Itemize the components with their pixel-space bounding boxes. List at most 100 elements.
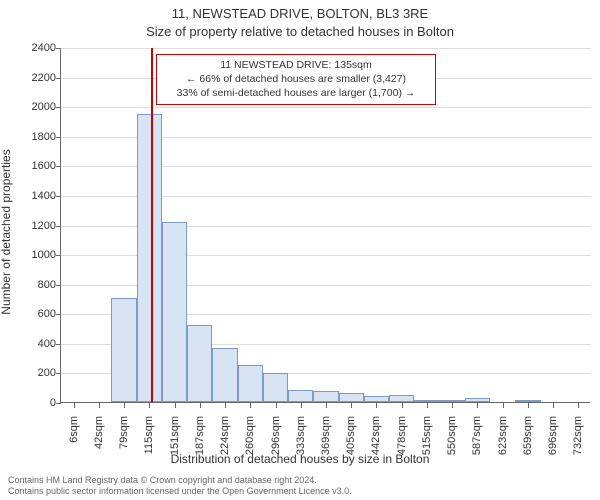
title-address: 11, NEWSTEAD DRIVE, BOLTON, BL3 3RE [0, 6, 600, 21]
xtick-label: 405sqm [345, 416, 357, 476]
ytick-label: 800 [16, 279, 56, 291]
xtick-label: 42sqm [93, 416, 105, 476]
ytick-mark [56, 137, 61, 138]
x-axis-title: Distribution of detached houses by size … [0, 452, 600, 466]
xtick-label: 187sqm [194, 416, 206, 476]
histogram-bar [162, 222, 187, 402]
ytick-label: 200 [16, 367, 56, 379]
xtick-mark [225, 403, 226, 408]
xtick-mark [351, 403, 352, 408]
ytick-mark [56, 107, 61, 108]
xtick-mark [301, 403, 302, 408]
xtick-label: 79sqm [118, 416, 130, 476]
ytick-mark [56, 226, 61, 227]
xtick-mark [74, 403, 75, 408]
ytick-label: 1200 [16, 220, 56, 232]
histogram-bar [111, 298, 136, 402]
xtick-label: 696sqm [547, 416, 559, 476]
xtick-label: 296sqm [270, 416, 282, 476]
histogram-bar [238, 365, 263, 402]
xtick-label: 115sqm [143, 416, 155, 476]
xtick-label: 260sqm [244, 416, 256, 476]
xtick-mark [452, 403, 453, 408]
ytick-label: 1000 [16, 249, 56, 261]
histogram-bar [440, 400, 465, 402]
xtick-mark [149, 403, 150, 408]
histogram-bar [389, 395, 414, 402]
y-axis-title: Number of detached properties [0, 67, 13, 232]
ytick-mark [56, 78, 61, 79]
callout-line: ← 66% of detached houses are smaller (3,… [163, 72, 429, 86]
xtick-mark [276, 403, 277, 408]
gridline [61, 107, 591, 108]
xtick-label: 623sqm [497, 416, 509, 476]
xtick-label: 151sqm [169, 416, 181, 476]
xtick-mark [578, 403, 579, 408]
ytick-mark [56, 166, 61, 167]
xtick-label: 442sqm [370, 416, 382, 476]
xtick-label: 6sqm [68, 416, 80, 476]
histogram-bar [187, 325, 212, 402]
xtick-mark [477, 403, 478, 408]
ytick-label: 400 [16, 338, 56, 350]
histogram-bar [364, 396, 389, 402]
ytick-label: 0 [16, 397, 56, 409]
title-subtitle: Size of property relative to detached ho… [0, 24, 600, 39]
histogram-bar [339, 393, 364, 402]
ytick-label: 2200 [16, 72, 56, 84]
xtick-mark [175, 403, 176, 408]
ytick-label: 1400 [16, 190, 56, 202]
xtick-mark [402, 403, 403, 408]
callout-line: 11 NEWSTEAD DRIVE: 135sqm [163, 58, 429, 72]
xtick-label: 659sqm [522, 416, 534, 476]
xtick-mark [326, 403, 327, 408]
plot-area: 0200400600800100012001400160018002000220… [60, 48, 590, 403]
xtick-label: 587sqm [471, 416, 483, 476]
ytick-label: 1800 [16, 131, 56, 143]
ytick-mark [56, 403, 61, 404]
histogram-bar [313, 391, 338, 402]
ytick-mark [56, 48, 61, 49]
histogram-bar [414, 400, 439, 402]
xtick-mark [250, 403, 251, 408]
callout-line: 33% of semi-detached houses are larger (… [163, 86, 429, 100]
footer-credits: Contains HM Land Registry data © Crown c… [8, 475, 592, 498]
ytick-label: 600 [16, 308, 56, 320]
xtick-label: 515sqm [421, 416, 433, 476]
histogram-bar [515, 400, 540, 402]
histogram-bar [137, 114, 162, 402]
ytick-label: 2400 [16, 42, 56, 54]
ytick-mark [56, 285, 61, 286]
xtick-mark [503, 403, 504, 408]
xtick-mark [553, 403, 554, 408]
histogram-bar [212, 348, 237, 402]
ytick-mark [56, 314, 61, 315]
ytick-mark [56, 255, 61, 256]
xtick-mark [427, 403, 428, 408]
histogram-bar [465, 398, 490, 402]
xtick-mark [528, 403, 529, 408]
callout-box: 11 NEWSTEAD DRIVE: 135sqm← 66% of detach… [156, 54, 436, 105]
xtick-mark [124, 403, 125, 408]
ytick-mark [56, 344, 61, 345]
ytick-label: 2000 [16, 101, 56, 113]
xtick-label: 478sqm [396, 416, 408, 476]
histogram-bar [263, 373, 288, 402]
xtick-label: 732sqm [572, 416, 584, 476]
ytick-mark [56, 196, 61, 197]
reference-line [151, 48, 153, 402]
xtick-mark [99, 403, 100, 408]
ytick-mark [56, 373, 61, 374]
histogram-bar [288, 390, 313, 402]
xtick-label: 333sqm [295, 416, 307, 476]
xtick-label: 550sqm [446, 416, 458, 476]
xtick-mark [376, 403, 377, 408]
footer-line2: Contains public sector information licen… [8, 486, 592, 497]
xtick-mark [200, 403, 201, 408]
xtick-label: 369sqm [320, 416, 332, 476]
ytick-label: 1600 [16, 160, 56, 172]
chart-container: 11, NEWSTEAD DRIVE, BOLTON, BL3 3RE Size… [0, 0, 600, 500]
xtick-label: 224sqm [219, 416, 231, 476]
footer-line1: Contains HM Land Registry data © Crown c… [8, 475, 592, 486]
gridline [61, 48, 591, 49]
